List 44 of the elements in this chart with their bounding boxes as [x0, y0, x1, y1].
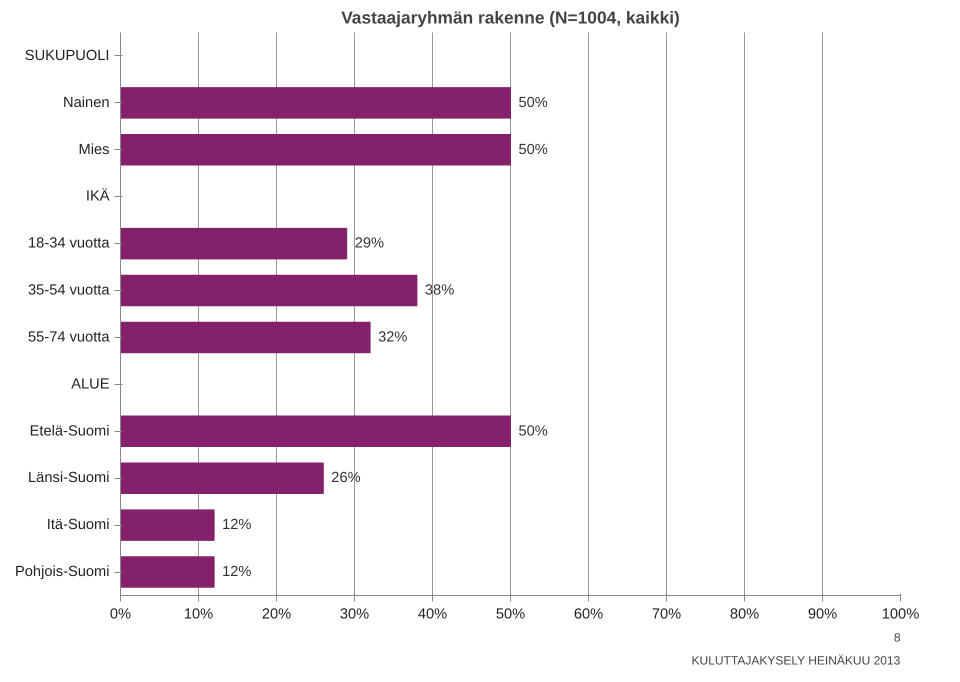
chart-title: Vastaajaryhmän rakenne (N=1004, kaikki) — [341, 8, 680, 28]
y-tick-label: 35-54 vuotta — [28, 282, 110, 299]
x-tick-label: 10% — [184, 606, 214, 622]
bar — [120, 416, 511, 448]
y-tick-label: IKÄ — [86, 188, 110, 205]
x-tick-label: 60% — [574, 606, 604, 622]
x-tick-label: 20% — [262, 606, 292, 622]
y-tick-label: Etelä-Suomi — [30, 423, 110, 440]
bar — [120, 556, 215, 588]
data-label: 50% — [518, 142, 548, 158]
text: KULUTTAJAKYSELY HEINÄKUU 2013 — [692, 654, 901, 668]
bar — [120, 322, 371, 354]
x-tick-label: 70% — [652, 606, 682, 622]
bar — [120, 509, 215, 541]
bar — [120, 134, 511, 166]
x-tick-label: 30% — [340, 606, 370, 622]
x-tick-label: 50% — [496, 606, 526, 622]
y-tick-label: Mies — [78, 142, 110, 158]
y-tick-label: Itä-Suomi — [46, 517, 110, 534]
y-tick-label: Länsi-Suomi — [28, 470, 110, 486]
data-label: 29% — [354, 236, 384, 252]
bar — [120, 462, 324, 494]
text: 8 — [894, 630, 901, 644]
y-tick-label: Pohjois-Suomi — [15, 564, 110, 580]
data-label: 32% — [378, 329, 408, 346]
data-label: 12% — [222, 564, 252, 580]
data-label: 38% — [424, 282, 454, 299]
data-label: 50% — [518, 423, 548, 440]
y-tick-label: 18-34 vuotta — [28, 236, 110, 252]
x-tick-label: 80% — [730, 606, 760, 622]
y-tick-label: SUKUPUOLI — [24, 48, 110, 64]
y-tick-label: ALUE — [71, 376, 110, 392]
bar — [120, 228, 348, 260]
x-tick-label: 40% — [418, 606, 448, 622]
x-tick-label: 90% — [808, 606, 838, 622]
x-tick-label: 0% — [110, 606, 132, 622]
bar — [120, 274, 418, 306]
data-label: 12% — [222, 517, 252, 534]
y-tick-label: Nainen — [63, 94, 110, 111]
y-tick-label: 55-74 vuotta — [28, 329, 110, 346]
bar — [120, 87, 511, 119]
data-label: 50% — [518, 94, 548, 111]
x-tick-label: 100% — [882, 606, 920, 622]
data-label: 26% — [331, 470, 361, 486]
